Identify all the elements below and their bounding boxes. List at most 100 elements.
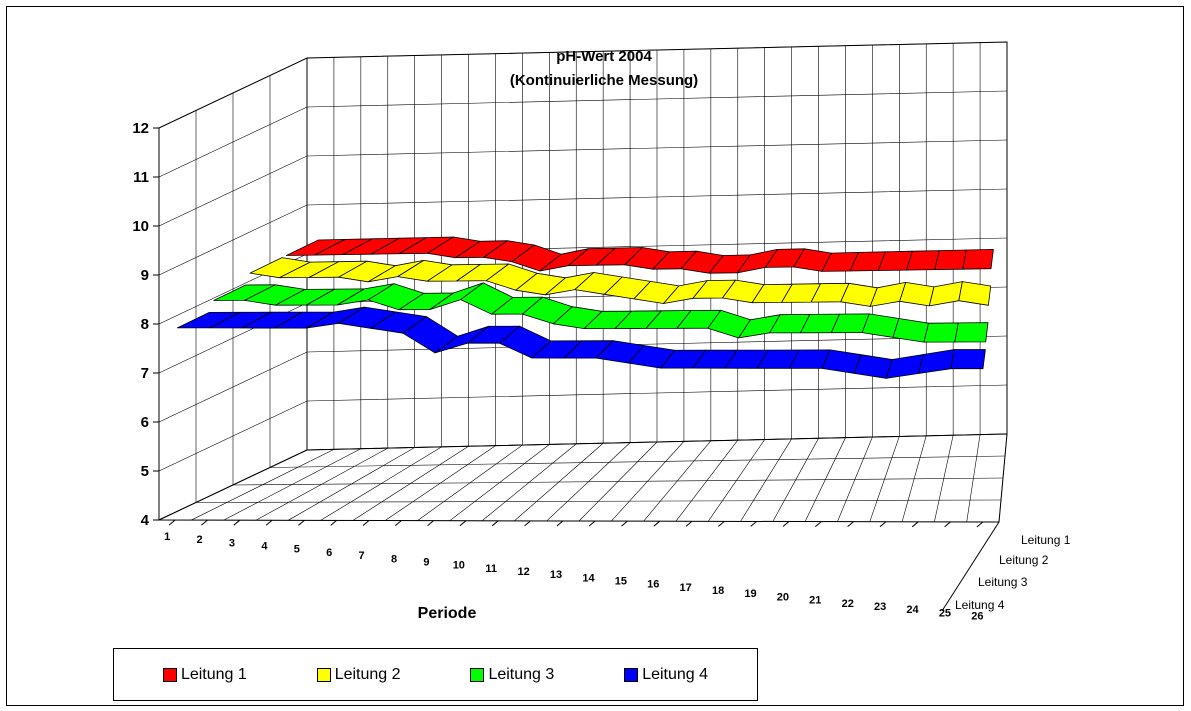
y-tick-label: 6 <box>141 414 149 431</box>
series-2-segment <box>899 281 935 307</box>
x-tick-mark <box>233 519 241 526</box>
x-tick-mark <box>330 520 338 526</box>
x-tick-label: 19 <box>744 588 756 600</box>
legend-label: Leitung 2 <box>334 665 401 683</box>
series-1 <box>285 236 994 274</box>
x-tick-mark <box>879 521 887 528</box>
legend: Leitung 1 Leitung 2 Leitung 3 Leitung 4 <box>113 648 758 701</box>
grid-line-floor <box>158 519 1000 523</box>
x-tick-label: 23 <box>874 601 886 613</box>
chart-frame: 4 5 6 7 8 9 10 11 12 1 2 3 4 5 6 7 8 9 10 11 12 13 14 15 16 17 18… <box>6 6 1184 706</box>
x-tick-mark <box>718 520 725 527</box>
series-axis-label: Leitung 3 <box>978 575 1028 589</box>
x-tick-label: 8 <box>391 553 397 565</box>
x-tick-label: 2 <box>196 534 202 546</box>
grid-line-floor <box>306 433 1008 451</box>
legend-swatch <box>316 667 331 682</box>
x-tick-label: 3 <box>229 537 235 549</box>
series-2 <box>249 257 992 307</box>
x-tick-mark <box>427 520 434 527</box>
legend-label: Leitung 3 <box>488 665 555 683</box>
x-tick-mark <box>588 520 596 527</box>
y-tick-label: 12 <box>132 120 149 137</box>
series-axis-label: Leitung 2 <box>999 553 1049 567</box>
x-tick-mark <box>847 521 854 528</box>
y-tick-label: 11 <box>133 169 149 186</box>
legend-item-3: Leitung 3 <box>470 666 554 684</box>
series-1-segment <box>934 249 967 271</box>
series-3 <box>213 282 989 343</box>
grid-line-floor <box>269 455 1006 468</box>
x-tick-mark <box>265 519 273 526</box>
x-tick-mark <box>653 520 661 527</box>
grid-line-floor <box>232 477 1004 486</box>
legend-item-2: Leitung 2 <box>316 665 401 684</box>
chart-series <box>176 236 994 379</box>
y-tick-label: 5 <box>141 463 149 480</box>
x-tick-mark <box>459 520 467 527</box>
x-tick-label: 12 <box>518 566 530 578</box>
x-tick-mark <box>491 520 499 527</box>
chart-subtitle: (Kontinuierliche Messung) <box>510 72 698 89</box>
x-tick-mark <box>298 519 305 526</box>
x-axis-label: Periode <box>418 605 477 622</box>
x-tick-mark <box>394 520 402 526</box>
x-tick-label: 14 <box>582 572 595 584</box>
series-3-segment <box>892 318 929 343</box>
x-tick-label: 7 <box>359 550 365 562</box>
series-axis-line <box>941 521 1000 612</box>
x-axis-ticks: 1 2 3 4 5 6 7 8 9 10 11 12 13 14 15 16 17 18 19 20 21 22 23 24 2… <box>164 519 984 622</box>
legend-label: Leitung 4 <box>642 665 709 683</box>
x-tick-label: 18 <box>712 585 724 597</box>
x-tick-mark <box>168 519 176 526</box>
legend-swatch <box>470 667 485 682</box>
x-tick-label: 9 <box>423 556 429 568</box>
series-1-segment <box>906 250 940 271</box>
series-3-segment <box>923 322 959 343</box>
legend-item-4: Leitung 4 <box>624 666 708 684</box>
legend-swatch <box>624 667 639 682</box>
x-tick-label: 16 <box>647 579 659 591</box>
x-tick-mark <box>556 520 564 527</box>
x-tick-mark <box>782 521 790 527</box>
x-tick-label: 5 <box>294 544 300 556</box>
x-tick-label: 17 <box>680 582 692 594</box>
x-tick-label: 21 <box>809 595 821 607</box>
y-tick-label: 4 <box>141 512 150 529</box>
y-tick-label: 7 <box>141 365 149 382</box>
x-tick-label: 26 <box>971 610 983 622</box>
x-tick-label: 6 <box>326 547 332 559</box>
y-axis-ticks: 4 5 6 7 8 9 10 11 12 <box>132 120 159 529</box>
x-tick-mark <box>201 519 208 526</box>
x-tick-label: 22 <box>842 598 854 610</box>
series-2-segment <box>958 281 992 306</box>
x-tick-label: 13 <box>550 569 562 581</box>
y-tick-label: 8 <box>141 316 149 333</box>
x-tick-label: 15 <box>615 576 627 588</box>
x-tick-mark <box>944 521 951 528</box>
series-3-segment <box>954 322 989 343</box>
x-tick-label: 1 <box>164 531 170 543</box>
series-4 <box>176 306 986 379</box>
series-4-segment <box>950 349 986 370</box>
grid-line-floor <box>195 499 1002 503</box>
x-tick-mark <box>911 521 919 528</box>
series-1-segment <box>962 248 994 270</box>
x-tick-label: 20 <box>777 591 789 603</box>
legend-swatch <box>162 667 177 682</box>
x-tick-label: 25 <box>939 607 951 619</box>
x-tick-mark <box>814 521 822 527</box>
series-axis-label: Leitung 4 <box>955 598 1005 612</box>
x-tick-mark <box>750 521 758 527</box>
x-tick-mark <box>976 521 984 528</box>
x-tick-mark <box>362 520 370 526</box>
x-tick-mark <box>524 520 531 527</box>
series-axis-ticks: Leitung 1 Leitung 2 Leitung 3 Leitung 4 <box>941 521 1071 612</box>
series-axis-label: Leitung 1 <box>1021 533 1071 547</box>
x-tick-mark <box>685 520 693 527</box>
y-tick-label: 9 <box>141 267 149 284</box>
chart-title: pH-Wert 2004 <box>556 48 652 65</box>
legend-item-1: Leitung 1 <box>162 666 247 684</box>
x-tick-label: 4 <box>261 541 268 553</box>
